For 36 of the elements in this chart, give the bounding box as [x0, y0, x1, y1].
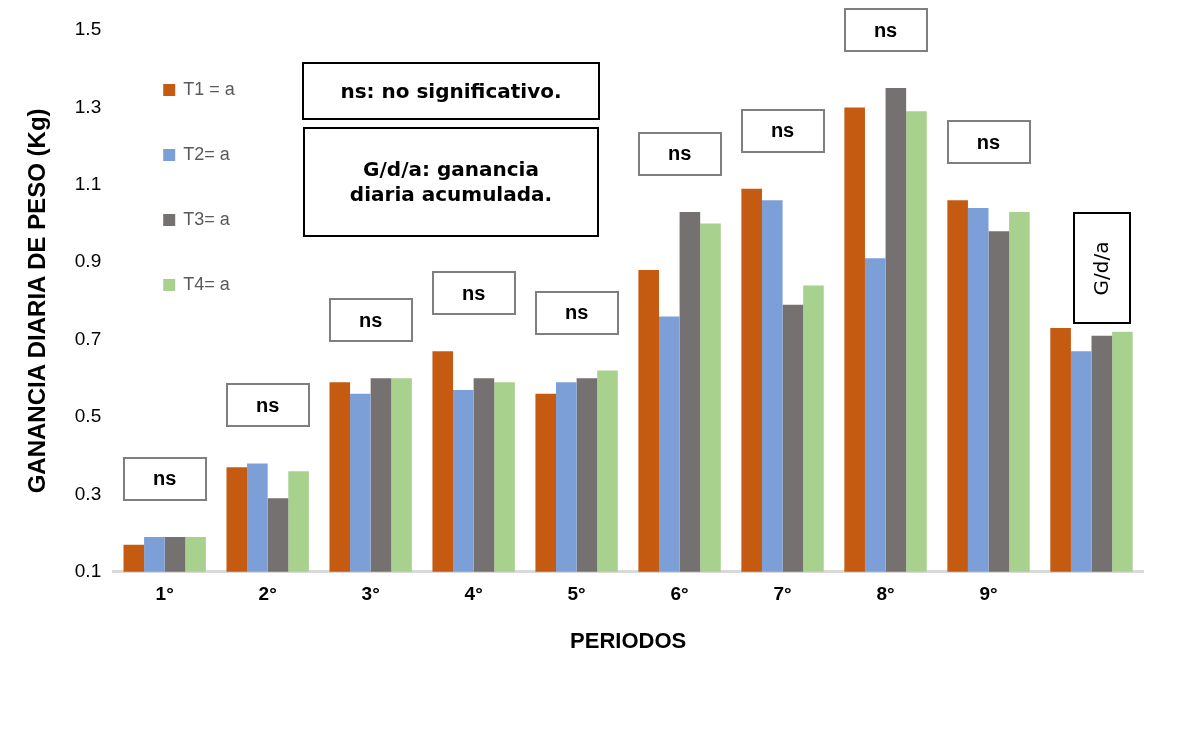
text-box: ns: [946, 120, 1031, 165]
y-axis-title: GANANCIA DIARIA DE PESO (Kg): [23, 108, 51, 494]
text-box: ns: no significativo.: [302, 62, 600, 120]
y-tick-label: 0.1: [74, 560, 102, 582]
y-tick-label: 0.3: [74, 482, 102, 504]
y-tick-label: 1.5: [74, 18, 102, 40]
x-tick-label: 7°: [773, 583, 792, 605]
y-tick-label: 1.1: [74, 173, 102, 195]
x-tick-label: 3°: [361, 583, 380, 605]
legend-label: T3= a: [183, 208, 231, 229]
text-box: G/d/a: [1072, 212, 1131, 324]
legend-label: T2= a: [183, 143, 231, 164]
x-tick-label: 2°: [258, 583, 277, 605]
x-tick-label: 4°: [464, 583, 483, 605]
text-box: G/d/a: ganancia diaria acumulada.: [303, 127, 599, 237]
annotation: G/d/a: [1089, 241, 1114, 295]
text-box: ns: [843, 8, 928, 53]
text-box: ns: [431, 271, 516, 316]
text-box: ns: [122, 456, 207, 501]
text-box: ns: [637, 131, 722, 176]
text-box: ns: [534, 290, 619, 335]
y-tick-label: 1.3: [74, 95, 102, 117]
y-tick-label: 0.9: [74, 250, 102, 272]
y-tick-label: 0.7: [74, 327, 102, 349]
x-tick-label: 5°: [567, 583, 586, 605]
x-tick-label: 1°: [155, 583, 174, 605]
text-box: ns: [328, 298, 413, 343]
text-box: ns: [740, 108, 825, 153]
legend-label: T4= a: [183, 273, 231, 294]
x-tick-label: 6°: [670, 583, 689, 605]
x-tick-label: 8°: [876, 583, 895, 605]
text-box: ns: [225, 383, 310, 428]
x-axis-title: PERIODOS: [570, 627, 687, 653]
y-tick-label: 0.5: [74, 405, 102, 427]
legend-label: T1 = a: [183, 78, 236, 99]
x-tick-label: 9°: [979, 583, 998, 605]
